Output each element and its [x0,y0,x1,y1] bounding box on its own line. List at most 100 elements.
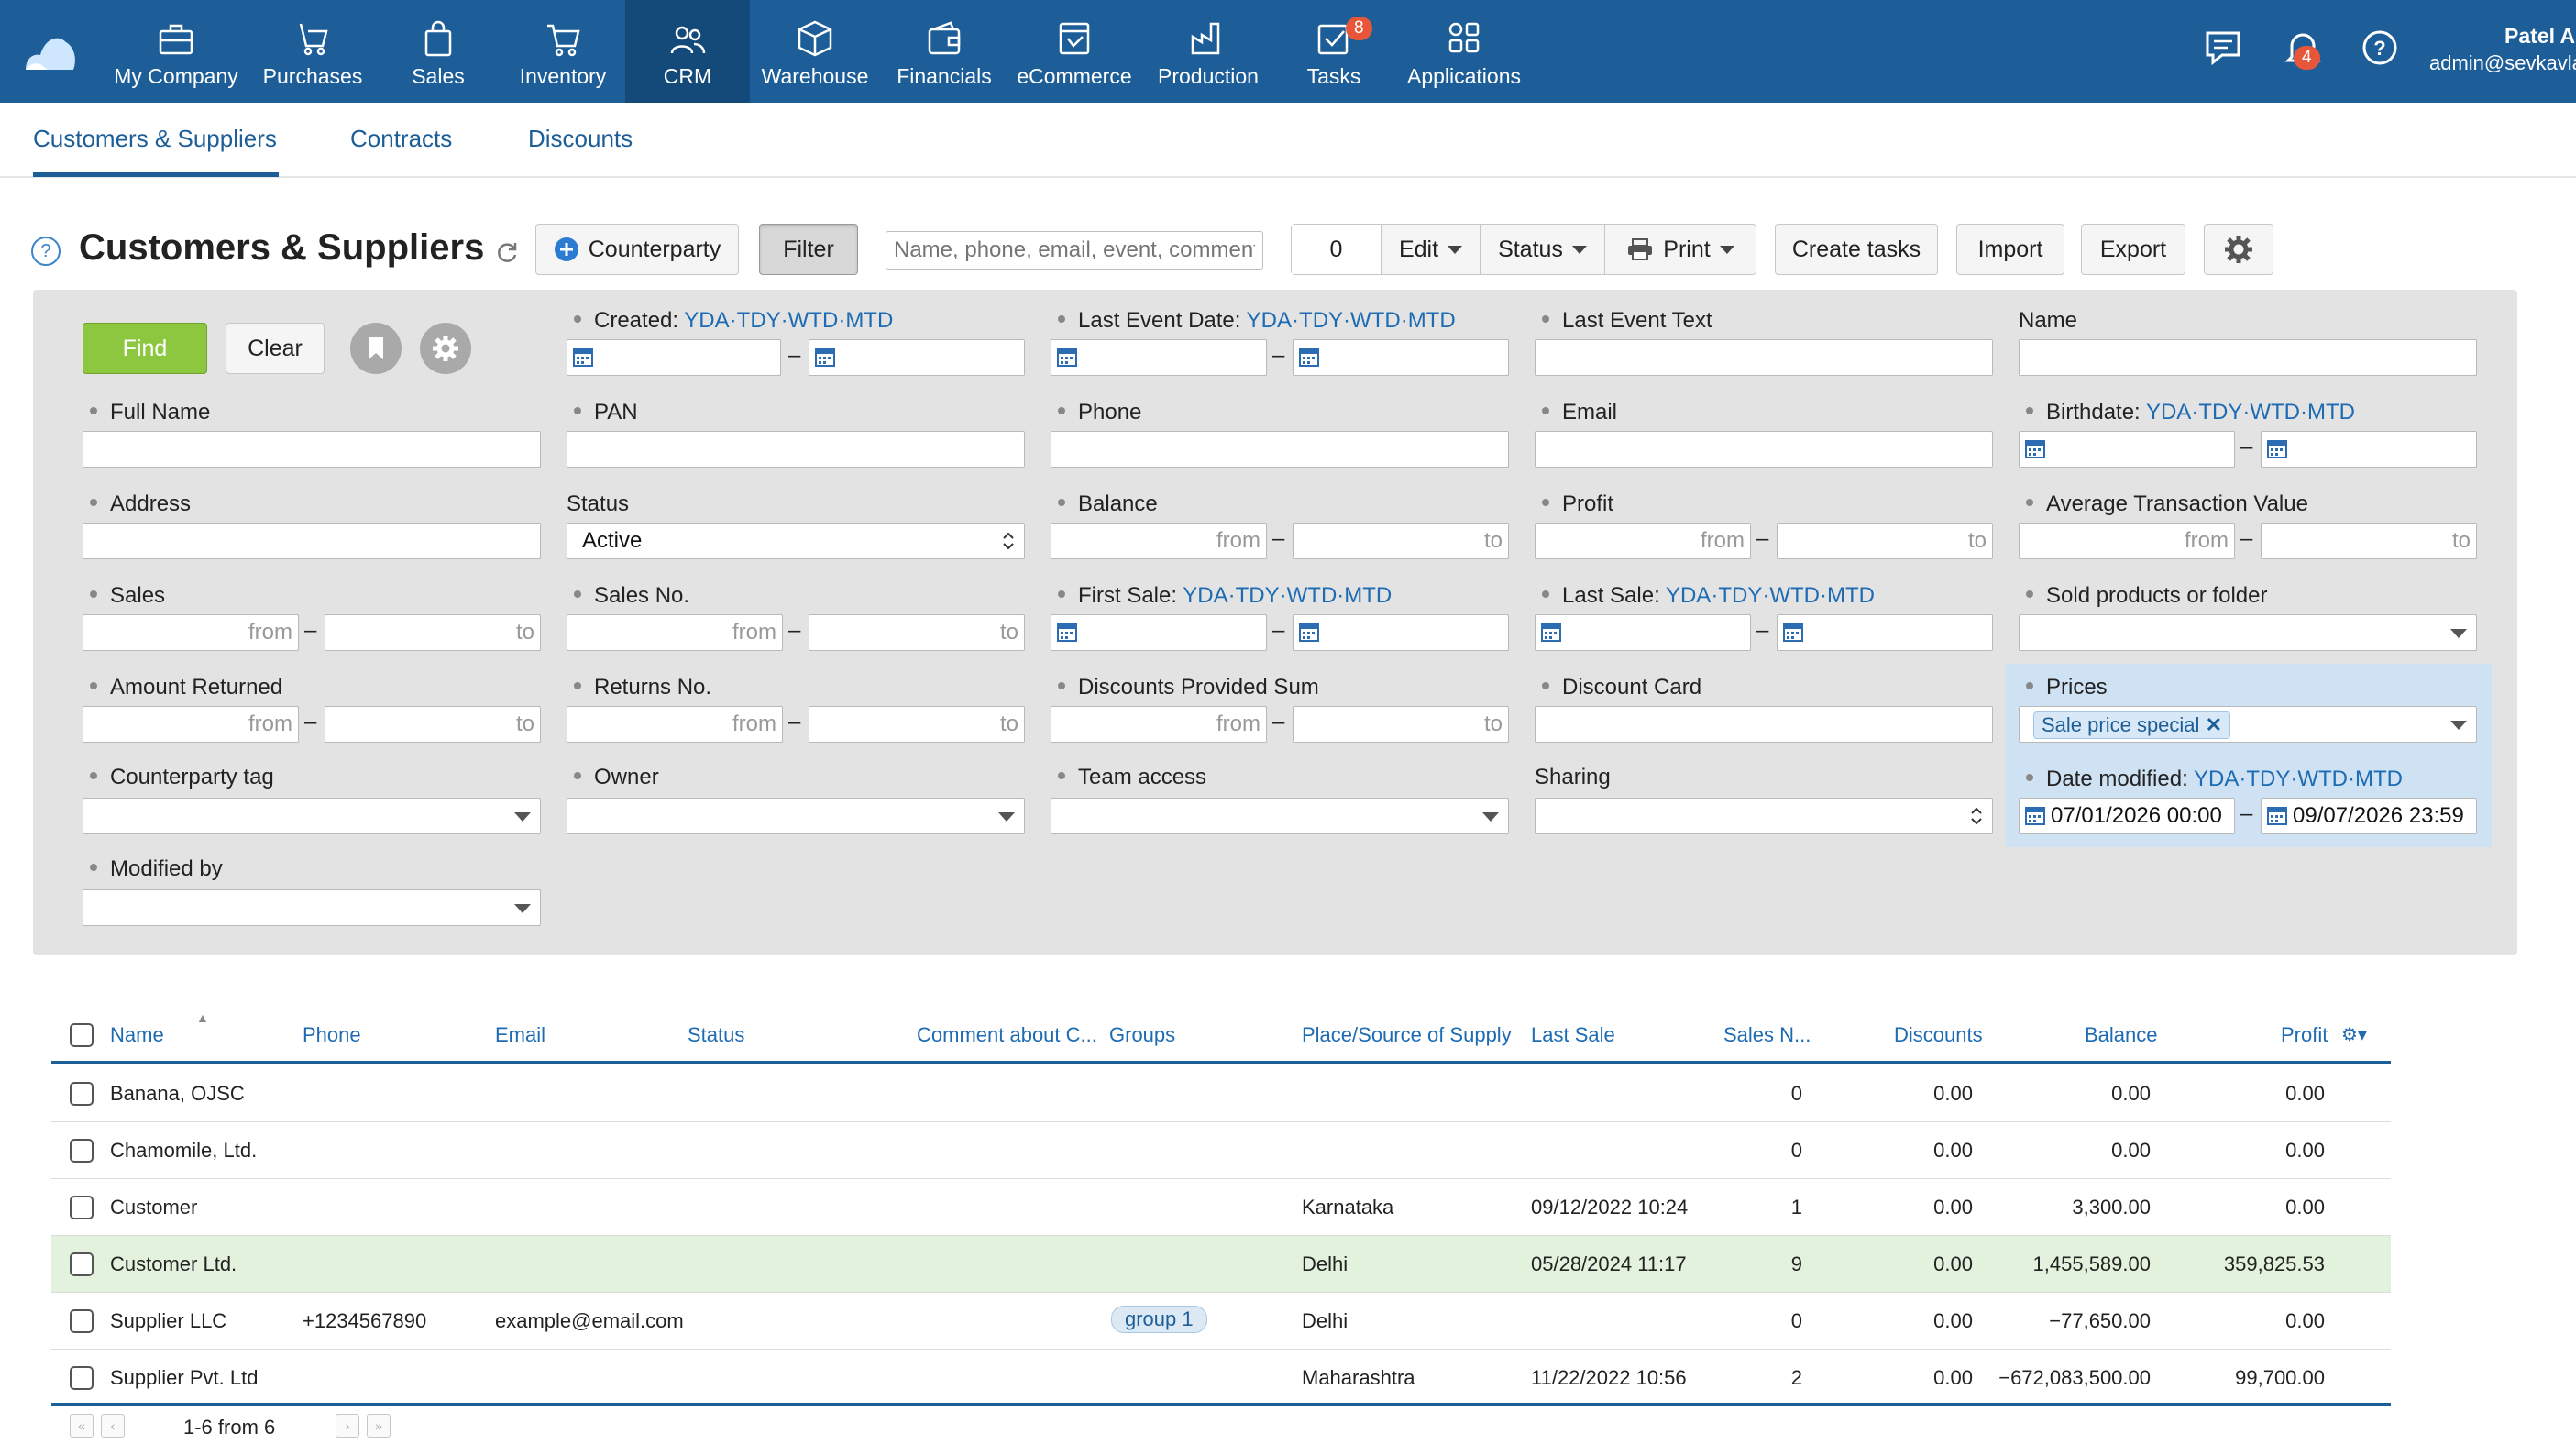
quick-date-yda[interactable]: YDA [684,308,730,333]
last-event-text-input[interactable] [1535,339,1993,376]
returns-no-from-input[interactable]: from [567,706,783,743]
column-header-groups[interactable]: Groups [1109,1023,1176,1046]
avg-transaction-to-input[interactable]: to [2261,523,2477,559]
quick-date-mtd[interactable]: MTD [2306,400,2355,425]
status-select[interactable]: Active [567,523,1025,559]
row-checkbox[interactable] [70,1309,94,1333]
discount-card-input[interactable] [1535,706,1993,743]
phone-input[interactable] [1051,431,1509,468]
quick-date-wtd[interactable]: WTD [1286,583,1338,608]
profit-to-input[interactable]: to [1777,523,1993,559]
last-sale-to-input[interactable] [1777,614,1993,651]
birthdate-to-input[interactable] [2261,431,2477,468]
next-page-button[interactable]: › [336,1414,359,1438]
quick-date-links[interactable]: YDA·TDY·WTD·MTD [684,308,894,333]
quick-date-yda[interactable]: YDA [2193,767,2240,791]
discounts-sum-to-input[interactable]: to [1293,706,1509,743]
balance-from-input[interactable]: from [1051,523,1267,559]
bookmark-button[interactable] [350,323,402,374]
quick-date-links[interactable]: YDA·TDY·WTD·MTD [1183,583,1393,608]
amount-returned-to-input[interactable]: to [325,706,541,743]
quick-date-yda[interactable]: YDA [2145,400,2192,425]
team-access-select[interactable] [1051,798,1509,834]
quick-date-mtd[interactable]: MTD [845,308,894,333]
quick-date-mtd[interactable]: MTD [2355,767,2403,791]
table-row[interactable]: Supplier LLC +1234567890 example@email.com… [51,1293,2391,1350]
quick-date-tdy[interactable]: TDY [2246,767,2291,791]
group-tag[interactable]: group 1 [1111,1306,1207,1333]
tab-discounts[interactable]: Discounts [528,125,633,152]
row-checkbox[interactable] [70,1196,94,1219]
edit-dropdown[interactable]: Edit [1382,225,1481,274]
quick-date-links[interactable]: YDA·TDY·WTD·MTD [2145,400,2355,425]
column-header-status[interactable]: Status [688,1023,745,1046]
last-sale-from-input[interactable] [1535,614,1751,651]
quick-date-tdy[interactable]: TDY [1299,308,1344,333]
prev-page-button[interactable]: ‹ [101,1414,125,1438]
cell-name[interactable]: Customer Ltd. [110,1252,237,1275]
nav-sales[interactable]: Sales [385,0,491,103]
quick-date-wtd[interactable]: WTD [1350,308,1401,333]
quick-date-yda[interactable]: YDA [1246,308,1293,333]
user-name[interactable]: Patel A [2504,24,2576,48]
nav-crm[interactable]: CRM [625,0,750,103]
quick-date-wtd[interactable]: WTD [2250,400,2300,425]
nav-my-company[interactable]: My Company [112,0,240,103]
chat-icon[interactable] [2202,26,2246,70]
sales-no-to-input[interactable]: to [809,614,1025,651]
discounts-sum-from-input[interactable]: from [1051,706,1267,743]
column-header-sales-no[interactable]: Sales N... [1723,1023,1811,1046]
nav-purchases[interactable]: Purchases [253,0,372,103]
nav-tasks[interactable]: Tasks [1283,0,1384,103]
nav-financials[interactable]: Financials [889,0,999,103]
sales-no-from-input[interactable]: from [567,614,783,651]
profit-from-input[interactable]: from [1535,523,1751,559]
email-input[interactable] [1535,431,1993,468]
owner-select[interactable] [567,798,1025,834]
find-button[interactable]: Find [83,323,207,374]
quick-date-links[interactable]: YDA·TDY·WTD·MTD [2193,767,2403,791]
quick-date-wtd[interactable]: WTD [1769,583,1820,608]
first-page-button[interactable]: « [70,1414,94,1438]
quick-date-tdy[interactable]: TDY [2198,400,2243,425]
row-checkbox[interactable] [70,1366,94,1390]
cell-name[interactable]: Chamomile, Ltd. [110,1139,258,1162]
column-header-profit[interactable]: Profit [2281,1023,2328,1046]
clear-button[interactable]: Clear [226,323,325,374]
settings-button[interactable] [2204,224,2273,275]
last-page-button[interactable]: » [367,1414,391,1438]
cell-name[interactable]: Customer [110,1196,198,1219]
counterparty-tag-select[interactable] [83,798,541,834]
returns-no-to-input[interactable]: to [809,706,1025,743]
table-row[interactable]: Supplier Pvt. Ltd Maharashtra 11/22/2022 1… [51,1350,2391,1406]
quick-date-yda[interactable]: YDA [1665,583,1712,608]
amount-returned-from-input[interactable]: from [83,706,299,743]
quick-date-yda[interactable]: YDA [1183,583,1228,608]
row-checkbox[interactable] [70,1252,94,1276]
user-email[interactable]: admin@sevkavla [2429,51,2576,74]
filter-settings-button[interactable] [420,323,471,374]
table-row[interactable]: Customer Ltd. Delhi 05/28/2024 11:17 9 0.00 1… [51,1236,2391,1293]
tab-contracts[interactable]: Contracts [350,125,453,152]
sales-from-input[interactable]: from [83,614,299,651]
name-input[interactable] [2019,339,2477,376]
quick-date-links[interactable]: YDA·TDY·WTD·MTD [1665,583,1875,608]
cell-name[interactable]: Supplier LLC [110,1309,227,1332]
export-button[interactable]: Export [2081,224,2185,275]
first-sale-to-input[interactable] [1293,614,1509,651]
add-counterparty-button[interactable]: Counterparty [535,224,739,275]
quick-date-tdy[interactable]: TDY [736,308,781,333]
nav-inventory[interactable]: Inventory [506,0,620,103]
prices-chip[interactable]: Sale price special ✕ [2033,711,2230,739]
pan-input[interactable] [567,431,1025,468]
tab-customers-suppliers[interactable]: Customers & Suppliers [33,125,277,152]
avg-transaction-from-input[interactable]: from [2019,523,2235,559]
quick-date-links[interactable]: YDA·TDY·WTD·MTD [1246,308,1456,333]
row-checkbox[interactable] [70,1082,94,1106]
search-input[interactable] [886,231,1263,270]
column-header-phone[interactable]: Phone [303,1023,361,1046]
column-header-name[interactable]: Name [110,1023,164,1046]
column-header-place[interactable]: Place/Source of Supply [1302,1023,1512,1046]
quick-date-wtd[interactable]: WTD [2297,767,2348,791]
full-name-input[interactable] [83,431,541,468]
